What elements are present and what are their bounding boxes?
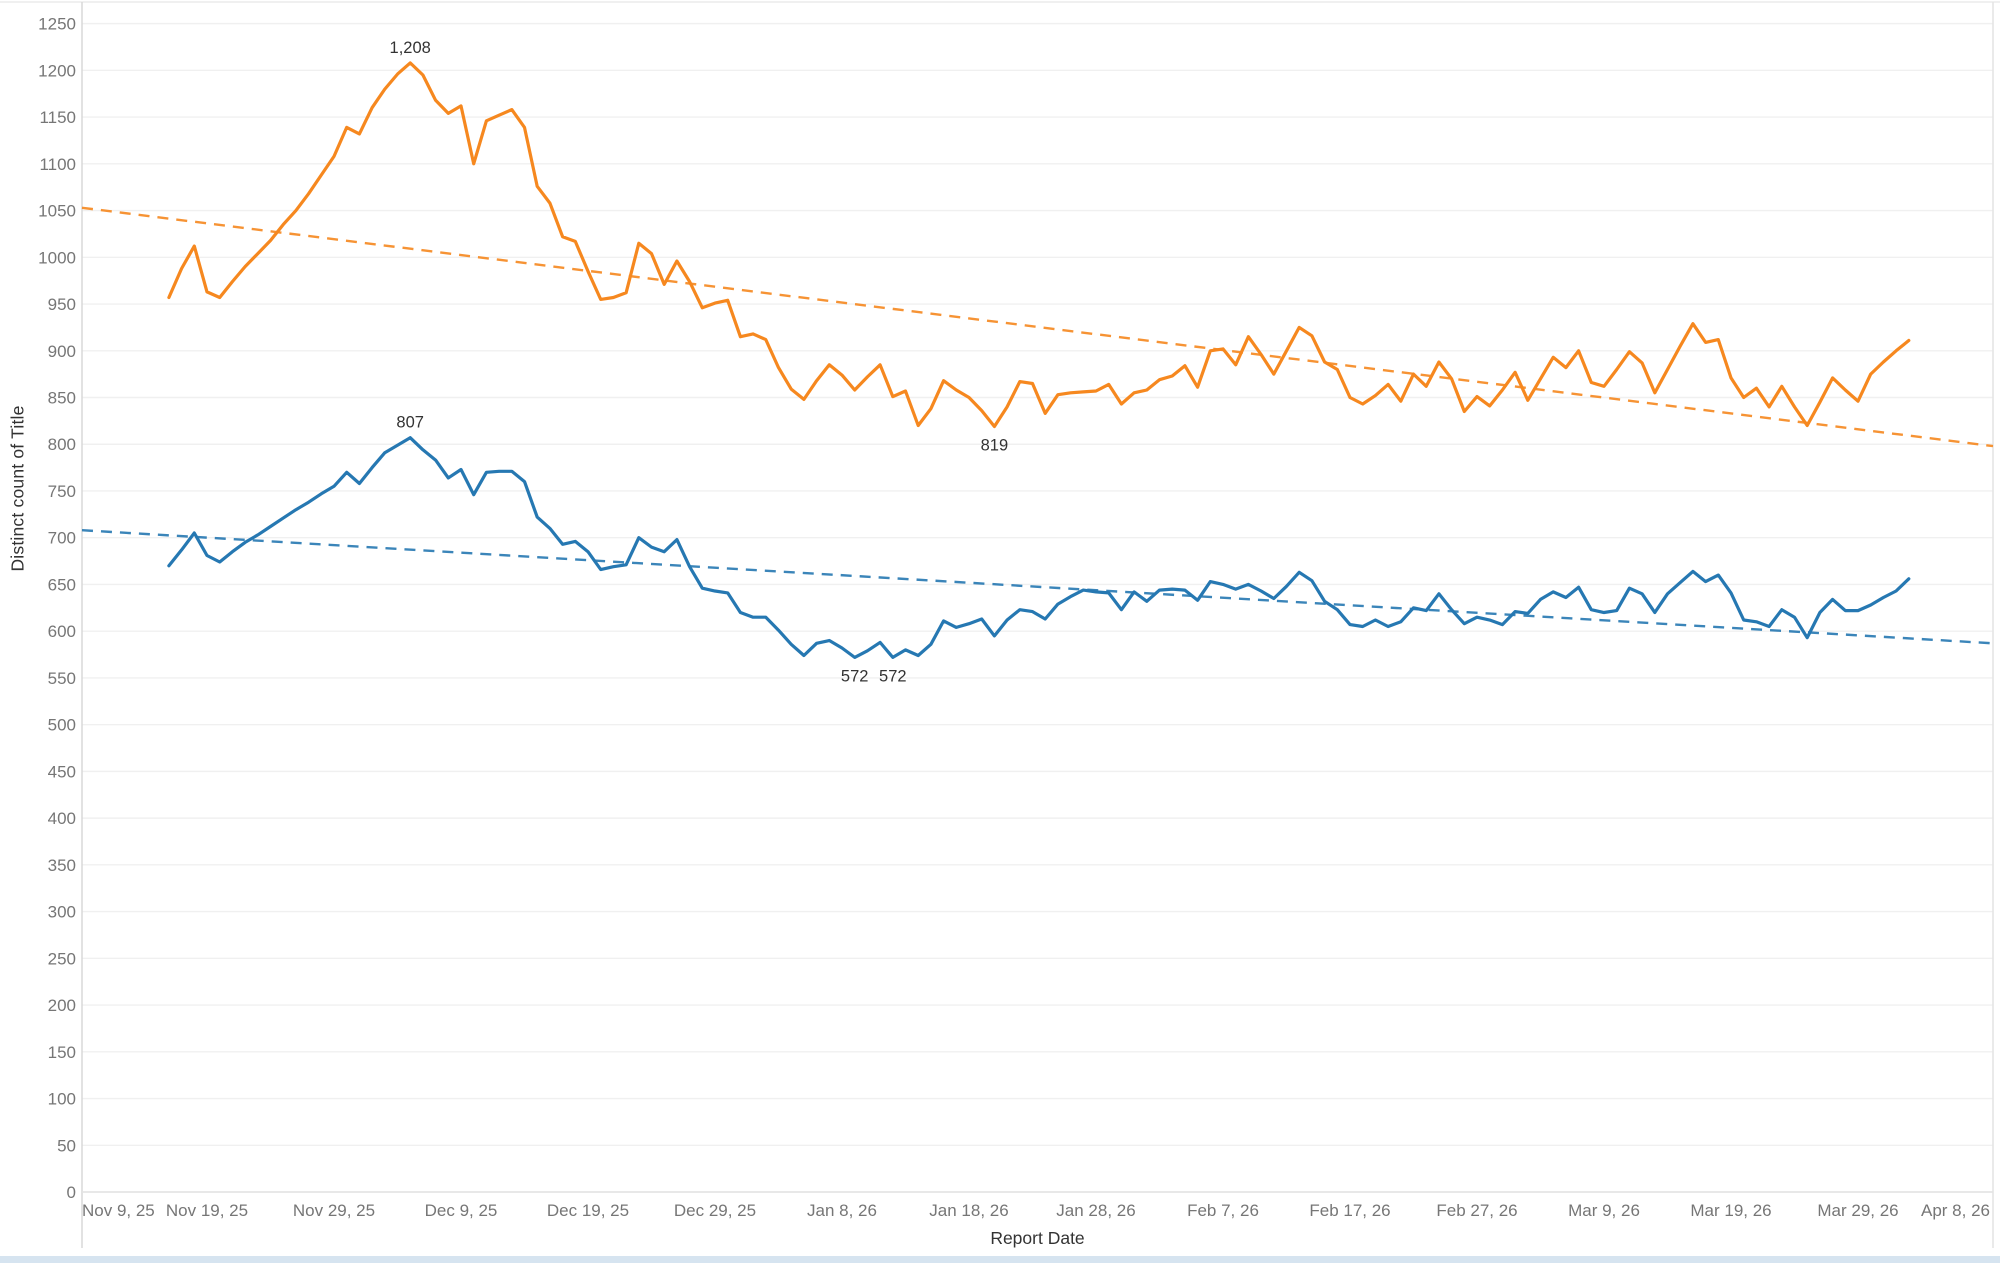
- point-value-label: 572: [841, 667, 869, 685]
- y-tick-label: 750: [48, 482, 76, 501]
- x-axis-title: Report Date: [990, 1228, 1085, 1248]
- x-tick-label: Mar 9, 26: [1568, 1201, 1640, 1220]
- y-tick-label: 200: [48, 996, 76, 1015]
- x-tick-label: Feb 27, 26: [1436, 1201, 1517, 1220]
- y-tick-label: 400: [48, 809, 76, 828]
- distinct-count-upper-line[interactable]: [167, 61, 1911, 429]
- y-tick-label: 950: [48, 295, 76, 314]
- x-tick-label: Nov 29, 25: [293, 1201, 375, 1220]
- point-value-label: 572: [879, 667, 907, 685]
- y-tick-label: 1200: [38, 61, 76, 80]
- y-tick-label: 1000: [38, 248, 76, 267]
- y-tick-label: 350: [48, 856, 76, 875]
- point-value-label: 1,208: [390, 39, 431, 57]
- y-tick-label: 900: [48, 342, 76, 361]
- y-tick-label: 1050: [38, 202, 76, 221]
- x-tick-label: Jan 18, 26: [929, 1201, 1008, 1220]
- x-tick-label: Dec 9, 25: [425, 1201, 498, 1220]
- x-tick-label: Dec 29, 25: [674, 1201, 756, 1220]
- x-tick-label: Jan 8, 26: [807, 1201, 877, 1220]
- x-tick-label: Apr 8, 26: [1921, 1201, 1990, 1220]
- distinct-count-upper-trend-line: [81, 206, 1994, 448]
- y-tick-label: 1150: [39, 108, 76, 127]
- y-tick-label: 550: [48, 669, 76, 688]
- x-tick-label: Feb 17, 26: [1309, 1201, 1390, 1220]
- point-value-label: 819: [981, 436, 1009, 454]
- distinct-count-lower-trend-line: [81, 529, 1994, 645]
- y-tick-label: 1250: [38, 15, 76, 34]
- y-tick-label: 500: [48, 716, 76, 735]
- x-tick-label: Mar 19, 26: [1690, 1201, 1771, 1220]
- y-tick-label: 0: [67, 1183, 76, 1202]
- y-tick-label: 50: [57, 1136, 76, 1155]
- x-tick-label: Jan 28, 26: [1056, 1201, 1135, 1220]
- y-tick-label: 150: [48, 1043, 76, 1062]
- x-tick-label: Feb 7, 26: [1187, 1201, 1259, 1220]
- bottom-accent-strip: [0, 1256, 2000, 1263]
- y-tick-label: 1100: [39, 155, 76, 174]
- distinct-count-lower-line[interactable]: [167, 436, 1911, 660]
- y-tick-label: 600: [48, 622, 76, 641]
- y-tick-label: 700: [48, 529, 76, 548]
- y-tick-label: 100: [48, 1090, 76, 1109]
- y-tick-label: 250: [48, 949, 76, 968]
- y-tick-label: 650: [48, 575, 76, 594]
- x-tick-label: Nov 19, 25: [166, 1201, 248, 1220]
- point-value-label: 807: [396, 414, 424, 432]
- y-axis-title: Distinct count of Title: [7, 405, 28, 572]
- y-tick-label: 300: [48, 903, 76, 922]
- x-tick-label: Nov 9, 25: [82, 1201, 155, 1220]
- y-tick-label: 850: [48, 389, 76, 408]
- y-tick-label: 800: [48, 435, 76, 454]
- y-tick-label: 450: [48, 762, 76, 781]
- x-tick-label: Dec 19, 25: [547, 1201, 629, 1220]
- x-tick-label: Mar 29, 26: [1817, 1201, 1898, 1220]
